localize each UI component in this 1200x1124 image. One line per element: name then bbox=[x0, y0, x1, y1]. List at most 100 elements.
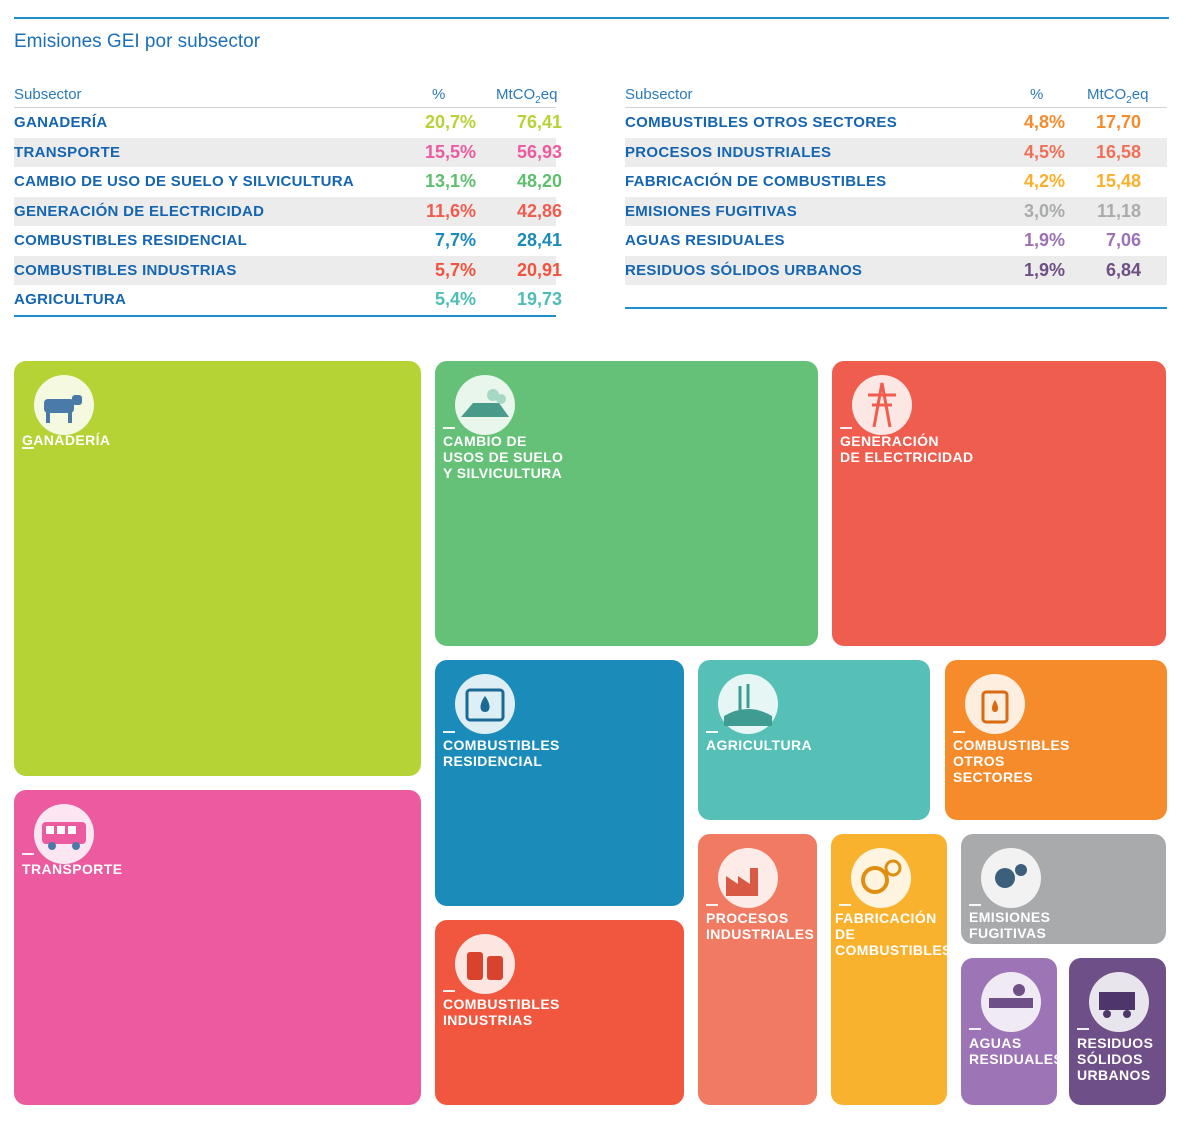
tile-label: GENERACIÓN DE ELECTRICIDAD bbox=[840, 433, 974, 465]
subsector-value: 19,73 bbox=[516, 289, 562, 309]
subsector-name: COMBUSTIBLES INDUSTRIAS bbox=[14, 261, 237, 279]
power-tower-icon bbox=[850, 373, 914, 437]
subsector-name: COMBUSTIBLES OTROS SECTORES bbox=[625, 114, 898, 131]
tile-label: FABRICACIÓN DE COMBUSTIBLES bbox=[835, 910, 947, 958]
tile-residuos-solidos-urbanos: RESIDUOS SÓLIDOS URBANOS bbox=[1069, 958, 1166, 1105]
table-row: RESIDUOS SÓLIDOS URBANOS 1,9% 6,84 bbox=[625, 255, 1167, 285]
label-dash bbox=[22, 447, 34, 449]
subsector-percent: 4,8% bbox=[1023, 112, 1065, 132]
label-dash bbox=[22, 853, 34, 855]
subsector-name: AGRICULTURA bbox=[14, 291, 127, 308]
subsector-percent: 11,6% bbox=[425, 200, 476, 221]
table-row: AGRICULTURA 5,4% 19,73 bbox=[14, 285, 562, 315]
subsector-name: CAMBIO DE USO DE SUELO Y SILVICULTURA bbox=[14, 173, 355, 190]
bus-icon bbox=[32, 802, 96, 866]
table-row: TRANSPORTE 15,5% 56,93 bbox=[14, 137, 562, 167]
tile-label: TRANSPORTE bbox=[22, 861, 123, 877]
subsector-value: 76,41 bbox=[516, 112, 562, 132]
gears-drop-icon bbox=[849, 846, 913, 910]
subsector-name: GENERACIÓN DE ELECTRICIDAD bbox=[14, 202, 265, 220]
table-row: AGUAS RESIDUALES 1,9% 7,06 bbox=[625, 226, 1167, 256]
tile-procesos-industriales: PROCESOS INDUSTRIALES bbox=[698, 834, 817, 1105]
tile-label: CAMBIO DE USOS DE SUELO Y SILVICULTURA bbox=[443, 433, 564, 481]
label-dash bbox=[1077, 1028, 1089, 1030]
top-divider bbox=[14, 17, 1169, 19]
house-drop-icon bbox=[453, 672, 517, 736]
subsector-value: 28,41 bbox=[516, 230, 562, 250]
subsector-value: 15,48 bbox=[1095, 171, 1141, 191]
tile-label: COMBUSTIBLES INDUSTRIAS bbox=[443, 996, 560, 1028]
subsector-table-left: Subsector % MtCO2eq GANADERÍA 20,7% 76,41 T… bbox=[14, 82, 562, 317]
label-dash bbox=[443, 731, 455, 733]
subsector-percent: 1,9% bbox=[1023, 259, 1065, 280]
subsector-name: RESIDUOS SÓLIDOS URBANOS bbox=[625, 261, 863, 279]
subsector-percent: 5,7% bbox=[434, 259, 476, 280]
tile-label: GANADERÍA bbox=[22, 432, 111, 448]
tile-label: COMBUSTIBLES OTROS SECTORES bbox=[953, 737, 1070, 785]
subsector-value: 56,93 bbox=[516, 141, 562, 162]
table-row: PROCESOS INDUSTRIALES 4,5% 16,58 bbox=[625, 137, 1167, 167]
header-percent: % bbox=[1030, 86, 1044, 103]
subsector-percent: 4,2% bbox=[1023, 171, 1065, 191]
label-dash bbox=[953, 731, 965, 733]
page-title: Emisiones GEI por subsector bbox=[14, 31, 261, 52]
subsector-value: 42,86 bbox=[516, 200, 562, 221]
livestock-icon bbox=[32, 373, 96, 437]
label-dash bbox=[840, 427, 852, 429]
subsector-table-right: Subsector % MtCO2eq COMBUSTIBLES OTROS S… bbox=[625, 82, 1167, 309]
tile-label: AGUAS RESIDUALES bbox=[969, 1035, 1057, 1067]
subsector-percent: 3,0% bbox=[1023, 200, 1065, 221]
table-header: Subsector % MtCO2eq bbox=[14, 82, 558, 108]
subsector-value: 48,20 bbox=[516, 171, 562, 191]
subsector-name: GANADERÍA bbox=[14, 114, 108, 131]
table-bottom-rule bbox=[625, 307, 1167, 309]
subsector-value: 17,70 bbox=[1095, 112, 1141, 132]
tile-label: RESIDUOS SÓLIDOS URBANOS bbox=[1077, 1035, 1154, 1083]
subsector-name: PROCESOS INDUSTRIALES bbox=[625, 143, 832, 161]
tile-label: AGRICULTURA bbox=[706, 737, 813, 753]
table-bottom-rule bbox=[14, 314, 556, 317]
subsector-name: AGUAS RESIDUALES bbox=[625, 232, 785, 249]
tile-label: EMISIONES FUGITIVAS bbox=[969, 909, 1051, 941]
subsector-percent: 20,7% bbox=[424, 112, 476, 132]
label-dash bbox=[443, 990, 455, 992]
tile-emisiones-fugitivas: EMISIONES FUGITIVAS bbox=[961, 834, 1166, 944]
label-dash bbox=[969, 904, 981, 906]
header-unit: MtCO2eq bbox=[496, 86, 558, 106]
pipe-icon bbox=[979, 970, 1043, 1034]
garbage-truck-icon bbox=[1087, 970, 1151, 1034]
header-subsector: Subsector bbox=[625, 86, 693, 103]
subsector-value: 16,58 bbox=[1095, 141, 1141, 162]
table-row: GANADERÍA 20,7% 76,41 bbox=[14, 108, 562, 138]
table-row: COMBUSTIBLES INDUSTRIAS 5,7% 20,91 bbox=[14, 255, 562, 285]
table-row: GENERACIÓN DE ELECTRICIDAD 11,6% 42,86 bbox=[14, 196, 562, 226]
label-dash bbox=[706, 731, 718, 733]
subsector-percent: 15,5% bbox=[424, 141, 476, 162]
tile-transporte: TRANSPORTE bbox=[14, 790, 421, 1105]
tile-label: COMBUSTIBLES RESIDENCIAL bbox=[443, 737, 560, 769]
label-dash bbox=[839, 904, 851, 906]
header-percent: % bbox=[432, 86, 446, 103]
table-row: COMBUSTIBLES RESIDENCIAL 7,7% 28,41 bbox=[14, 226, 562, 256]
bubbles-icon bbox=[979, 846, 1043, 910]
tile-label: PROCESOS INDUSTRIALES bbox=[706, 910, 815, 942]
factory-icon bbox=[716, 846, 780, 910]
label-dash bbox=[443, 427, 455, 429]
tile-aguas-residuales: AGUAS RESIDUALES bbox=[961, 958, 1057, 1105]
subsector-value: 6,84 bbox=[1105, 259, 1141, 280]
subsector-percent: 5,4% bbox=[434, 289, 476, 309]
subsector-value: 11,18 bbox=[1096, 200, 1141, 221]
subsector-percent: 1,9% bbox=[1023, 230, 1065, 250]
tile-combustibles-otros-sectores: COMBUSTIBLES OTROS SECTORES bbox=[945, 660, 1167, 820]
tile-fabricacion-combustibles: FABRICACIÓN DE COMBUSTIBLES bbox=[831, 834, 947, 1105]
table-row: COMBUSTIBLES OTROS SECTORES 4,8% 17,70 bbox=[625, 108, 1167, 138]
table-row: FABRICACIÓN DE COMBUSTIBLES 4,2% 15,48 bbox=[625, 167, 1167, 197]
subsector-name: EMISIONES FUGITIVAS bbox=[625, 202, 798, 220]
subsector-percent: 7,7% bbox=[434, 230, 476, 250]
subsector-name: COMBUSTIBLES RESIDENCIAL bbox=[14, 232, 248, 249]
tile-combustibles-residencial: COMBUSTIBLES RESIDENCIAL bbox=[435, 660, 684, 906]
subsector-name: TRANSPORTE bbox=[14, 143, 121, 161]
tile-ganaderia: GANADERÍA bbox=[14, 361, 421, 776]
table-row: EMISIONES FUGITIVAS 3,0% 11,18 bbox=[625, 196, 1167, 226]
